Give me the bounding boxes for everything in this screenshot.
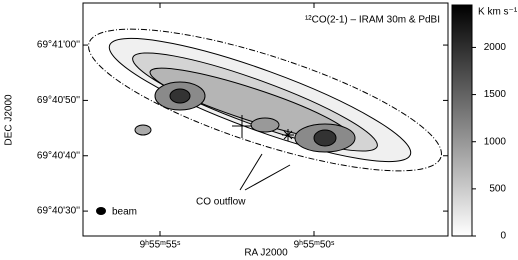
y-tick-label: 69°40'50'': [37, 95, 80, 106]
y-tick-label: 69°40'30'': [37, 206, 80, 217]
colorbar-tick-label: 500: [489, 183, 506, 194]
colorbar-label: K km s⁻¹: [478, 7, 518, 18]
y-tick-label: 69°41'00'': [37, 40, 80, 51]
annotation: beam: [112, 207, 137, 218]
contour: [169, 88, 191, 104]
x-tick-label: 9ʰ55ᵐ50ˢ: [294, 240, 335, 251]
colorbar-tick-label: 0: [500, 231, 506, 242]
colorbar-tick-label: 1500: [484, 89, 507, 100]
arrow: [239, 153, 263, 191]
annotation: CO outflow: [196, 197, 246, 208]
star-marker: [282, 129, 294, 141]
map: [82, 2, 449, 237]
x-axis-label: RA J2000: [244, 248, 288, 259]
arrow: [244, 164, 291, 191]
colorbar-tick-label: 1000: [484, 136, 507, 147]
contour: [250, 117, 280, 133]
colorbar: [451, 4, 473, 237]
contour: [313, 129, 337, 147]
x-tick-label: 9ʰ55ᵐ55ˢ: [140, 240, 181, 251]
contour: [134, 124, 152, 136]
y-axis-label: DEC J2000: [4, 94, 15, 146]
coverage: [88, 28, 442, 172]
beam: [96, 207, 106, 215]
colorbar-tick-label: 2000: [484, 42, 507, 53]
chart-title: ¹²CO(2-1) – IRAM 30m & PdBI: [305, 15, 440, 26]
y-tick-label: 69°40'40'': [37, 150, 80, 161]
